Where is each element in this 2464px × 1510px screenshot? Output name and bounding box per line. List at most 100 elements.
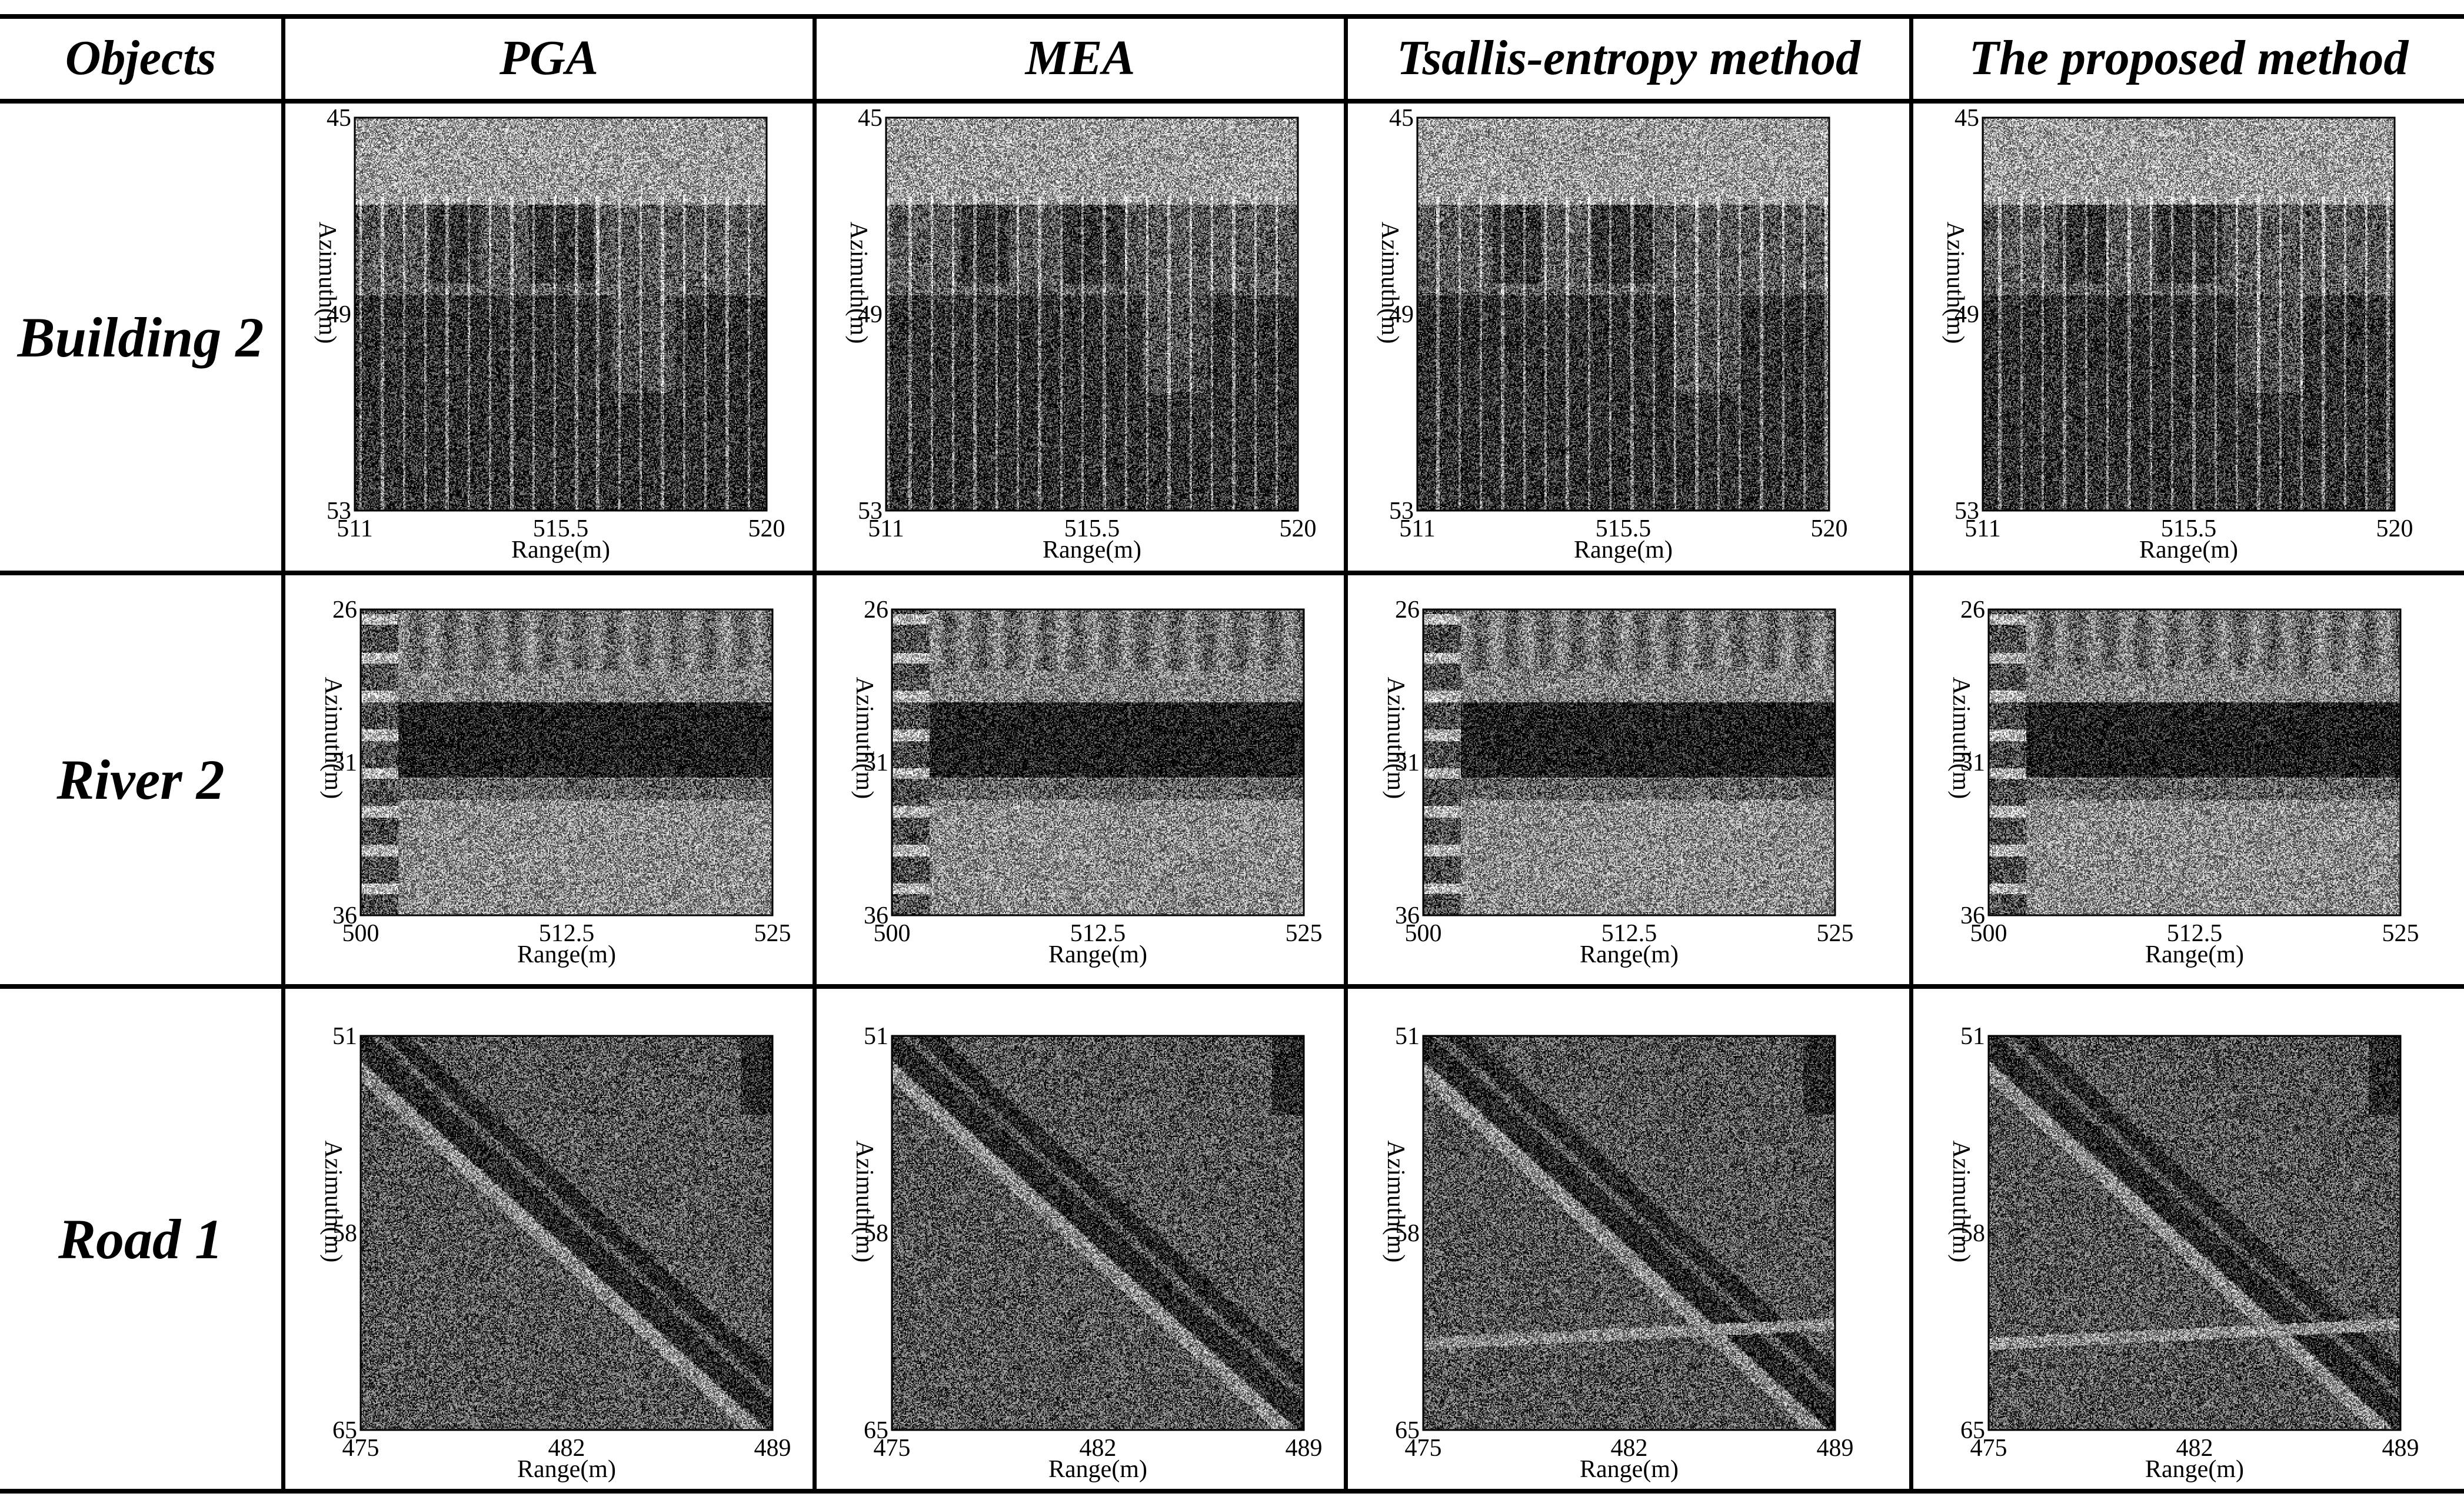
x-tick-label: 489: [754, 1435, 791, 1462]
sar-image-road-pga: [361, 1036, 773, 1430]
sar-image-building-mea: [886, 118, 1298, 511]
x-tick-label: 515.5: [1064, 515, 1120, 542]
header-tsallis: Tsallis-entropy method: [1397, 30, 1860, 85]
y-tick-label: 51: [1960, 1023, 1985, 1050]
x-axis-label: Range(m): [2145, 1456, 2244, 1483]
x-tick-label: 500: [1405, 920, 1442, 947]
x-axis-label: Range(m): [517, 1456, 616, 1483]
sar-image-river-proposed: [1989, 609, 2400, 915]
x-axis-label: Range(m): [2145, 941, 2244, 968]
y-tick-label: 58: [1960, 1220, 1985, 1247]
sar-image-river-pga: [361, 609, 773, 915]
header-rule: [0, 99, 2464, 104]
y-axis-label: Azimuth(m): [1382, 1141, 1409, 1263]
x-tick-label: 520: [748, 515, 785, 542]
x-tick-label: 475: [342, 1435, 379, 1462]
x-tick-label: 511: [337, 515, 372, 542]
x-tick-label: 525: [754, 920, 791, 947]
y-tick-label: 31: [332, 749, 357, 776]
y-tick-label: 58: [1395, 1220, 1420, 1247]
y-tick-label: 36: [864, 902, 888, 929]
row-label-river-2: River 2: [56, 748, 225, 811]
x-tick-label: 475: [1970, 1435, 2007, 1462]
plot-frame: [885, 116, 1299, 512]
panel-river-proposed: 26 31 36 500 512.5 525 Range(m) Azimuth(m): [1913, 575, 2464, 984]
y-tick-label: 45: [1389, 105, 1414, 132]
column-divider: [813, 14, 817, 1494]
y-tick-label: 26: [332, 596, 357, 624]
x-axis-label: Range(m): [1580, 941, 1679, 968]
y-tick-label: 51: [332, 1023, 357, 1050]
panel-building-mea: 45 49 53 511 515.5 520 Range(m) Azimuth(m): [817, 104, 1344, 571]
x-tick-label: 511: [868, 515, 904, 542]
y-axis-label: Azimuth(m): [1376, 222, 1403, 344]
header-pga: PGA: [500, 30, 598, 85]
x-tick-label: 525: [1286, 920, 1323, 947]
y-tick-label: 65: [1960, 1417, 1985, 1444]
x-tick-label: 515.5: [2161, 515, 2217, 542]
y-tick-label: 49: [1389, 301, 1414, 328]
y-axis-label: Azimuth(m): [1947, 1141, 1974, 1263]
x-tick-label: 489: [1286, 1435, 1323, 1462]
y-tick-label: 51: [1395, 1023, 1420, 1050]
y-tick-label: 36: [1960, 902, 1985, 929]
x-tick-label: 511: [1399, 515, 1435, 542]
row-label-building-2: Building 2: [17, 305, 264, 369]
panel-building-tsallis: 45 49 53 511 515.5 520 Range(m) Azimuth(m): [1348, 104, 1909, 571]
column-divider: [1909, 14, 1913, 1494]
header-proposed: The proposed method: [1969, 30, 2409, 85]
x-axis-label: Range(m): [1048, 941, 1147, 968]
panel-building-pga: 45 49 53 511 515.5 520 Range(m) Azimuth(m): [285, 104, 813, 571]
y-tick-label: 31: [1395, 749, 1420, 776]
y-tick-label: 31: [864, 749, 888, 776]
x-axis-label: Range(m): [517, 941, 616, 968]
x-axis-label: Range(m): [1580, 1456, 1679, 1483]
panel-river-pga: 26 31 36 500 512.5 525 Range(m) Azimuth(m): [285, 575, 813, 984]
sar-image-building-tsallis: [1417, 118, 1829, 511]
x-tick-label: 512.5: [2167, 920, 2223, 947]
y-tick-label: 36: [332, 902, 357, 929]
y-tick-label: 49: [858, 301, 883, 328]
x-tick-label: 482: [1611, 1435, 1648, 1462]
sar-image-building-pga: [355, 118, 767, 511]
x-axis-label: Range(m): [2139, 536, 2238, 564]
x-tick-label: 500: [342, 920, 379, 947]
y-axis-label: Azimuth(m): [851, 677, 878, 799]
x-tick-label: 482: [2176, 1435, 2213, 1462]
panel-river-tsallis: 26 31 36 500 512.5 525 Range(m) Azimuth(m): [1348, 575, 1909, 984]
sar-image-road-tsallis: [1423, 1036, 1835, 1430]
x-axis-label: Range(m): [511, 536, 610, 564]
y-axis-label: Azimuth(m): [319, 1141, 347, 1263]
plot-frame: [354, 116, 768, 512]
y-axis-label: Azimuth(m): [1947, 677, 1974, 799]
y-tick-label: 26: [1395, 596, 1420, 624]
y-tick-label: 51: [864, 1023, 888, 1050]
plot-frame: [359, 608, 774, 916]
x-tick-label: 525: [2382, 920, 2419, 947]
plot-frame: [891, 1035, 1305, 1431]
sar-image-river-tsallis: [1423, 609, 1835, 915]
y-tick-label: 65: [864, 1417, 888, 1444]
x-tick-label: 475: [874, 1435, 911, 1462]
y-axis-label: Azimuth(m): [1942, 222, 1969, 344]
plot-frame: [1422, 1035, 1836, 1431]
x-tick-label: 512.5: [1070, 920, 1126, 947]
y-tick-label: 53: [1389, 498, 1414, 525]
plot-frame: [359, 1035, 774, 1431]
row-label-road-1: Road 1: [58, 1207, 224, 1271]
y-tick-label: 53: [1954, 498, 1979, 525]
x-axis-label: Range(m): [1043, 536, 1141, 564]
y-tick-label: 65: [332, 1417, 357, 1444]
x-tick-label: 482: [1080, 1435, 1117, 1462]
sar-image-road-proposed: [1989, 1036, 2400, 1430]
x-tick-label: 512.5: [1601, 920, 1657, 947]
sar-image-building-proposed: [1983, 118, 2395, 511]
